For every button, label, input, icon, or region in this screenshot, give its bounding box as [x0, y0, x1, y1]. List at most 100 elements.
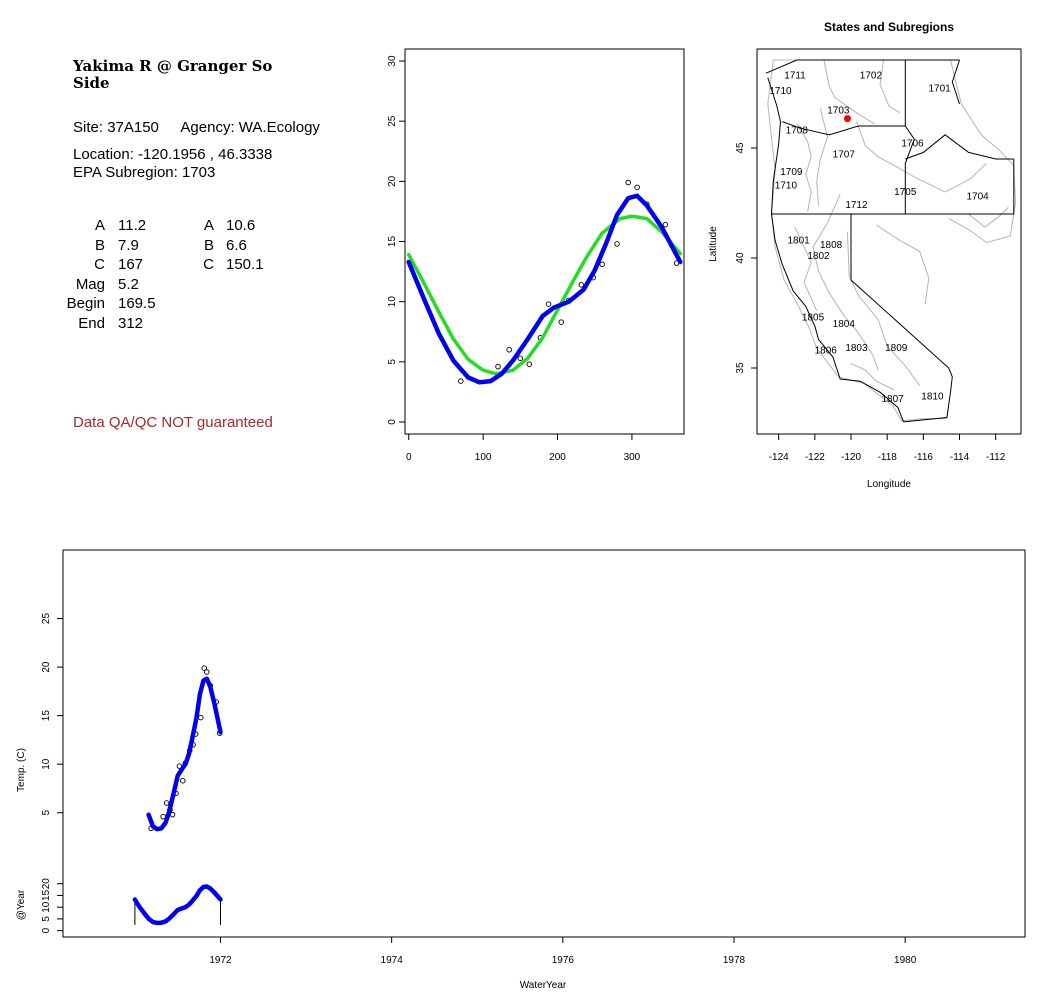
seasonal-blue-fit-line [406, 193, 683, 385]
seasonal-x-tick-label: 0 [406, 452, 412, 463]
ts-x-axis-label: WaterYear [520, 980, 567, 991]
param-value: 169.5 [118, 295, 156, 312]
site-line: Site: 37A150 Agency: WA.Ecology [73, 119, 320, 137]
site-label: Site: [73, 119, 104, 136]
subregion-label: 1710 [769, 86, 792, 97]
param-label: A [203, 217, 214, 234]
seasonal-plot-frame [404, 48, 685, 435]
map-x-tick-label: -118 [878, 452, 898, 463]
seasonal-y-tick-label: 15 [387, 236, 398, 248]
seasonal-plot: 0 100 200 300 0 5 10 15 20 25 30 [387, 48, 685, 463]
seasonal-y-tick-label: 0 [387, 419, 398, 425]
subregion-boundary [879, 59, 901, 114]
ts-data-point [204, 669, 210, 675]
param-label: C [203, 256, 214, 273]
subregion-label: 1807 [881, 394, 904, 405]
subregion-label: 1703 [827, 106, 850, 117]
station-title-line1: Yakima R @ Granger So [73, 57, 273, 75]
timeseries-plot: WaterYear Temp. (C) @Year 1972 1974 1976 19… [16, 549, 1026, 991]
ts-x-tick-label: 1972 [209, 955, 232, 966]
seasonal-data-point [578, 282, 585, 288]
subregion-label: 1708 [786, 125, 809, 136]
subregion-boundary [876, 224, 930, 305]
location-label: Location: [73, 146, 134, 163]
site-value: 37A150 [107, 119, 159, 136]
subregion-label: 1801 [787, 235, 810, 246]
state-boundary [771, 159, 1015, 215]
subregion-boundary [846, 231, 921, 386]
map-x-tick-label: -112 [986, 452, 1006, 463]
seasonal-data-point [517, 355, 524, 361]
year-strip-y-tick-label: 20 [41, 878, 52, 890]
ts-y-tick-label: 15 [41, 710, 52, 722]
seasonal-x-tick-label: 300 [624, 452, 641, 463]
param-label: B [94, 236, 105, 254]
seasonal-y-tick-label: 30 [387, 55, 398, 67]
param-value: 167 [118, 256, 144, 273]
state-boundary [765, 59, 960, 74]
param-value: 10.6 [226, 217, 256, 234]
subregion-label: 1712 [845, 200, 868, 211]
state-boundary [904, 60, 915, 214]
subregion-label: 1706 [901, 139, 924, 150]
seasonal-data-point [634, 184, 640, 191]
ts-x-tick-label: 1976 [552, 955, 575, 966]
subregion-label: 1808 [820, 240, 843, 251]
seasonal-data-point [545, 301, 552, 307]
year-strip-y-tick-label: 0 [41, 927, 52, 933]
year-strip-y-tick-label: 15 [41, 889, 52, 901]
param-label: End [78, 314, 105, 332]
map-title: States and Subregions [824, 20, 954, 34]
param-label: C [94, 256, 105, 273]
map-y-tick-label: 40 [735, 252, 746, 264]
seasonal-data-point [599, 261, 605, 268]
subregion-label: 1804 [833, 319, 856, 330]
seasonal-x-tick-label: 100 [475, 452, 492, 463]
subregion-value: 1703 [181, 164, 216, 181]
map-x-tick-label: -122 [805, 452, 825, 463]
station-title-line2: Side [73, 74, 110, 92]
agency-value: WA.Ecology [238, 119, 320, 136]
subregion-label: 1802 [807, 251, 830, 262]
site-location-marker [843, 115, 851, 123]
ts-data-point [198, 714, 204, 721]
seasonal-y-tick-label: 20 [387, 175, 398, 187]
state-boundary [951, 59, 960, 105]
subregion-label: 1711 [784, 70, 806, 81]
ts-plot-frame [62, 549, 1026, 938]
year-strip-y-tick-label: 10 [41, 901, 52, 913]
location-line: Location: -120.1956 , 46.3338 [73, 146, 272, 164]
subregion-label: 1803 [845, 343, 868, 354]
ts-x-tick-label: 1980 [894, 955, 917, 966]
seasonal-y-tick-label: 10 [387, 296, 398, 308]
seasonal-data-point [614, 241, 620, 247]
param-value: 312 [118, 314, 144, 332]
subregion-boundary [850, 363, 895, 391]
seasonal-green-fit-line [406, 214, 683, 376]
param-value: 5.2 [118, 275, 139, 293]
seasonal-data-point [625, 179, 631, 186]
subregion-label: 1805 [802, 312, 825, 323]
seasonal-data-point [662, 221, 669, 228]
seasonal-data-point [506, 347, 512, 353]
param-value: 150.1 [226, 256, 264, 273]
subregion-label: 1702 [860, 70, 883, 81]
seasonal-data-point [495, 363, 501, 370]
seasonal-data-point [558, 319, 564, 325]
year-strip-blue-line [132, 884, 223, 926]
station-title: Yakima R @ Granger So Side [73, 58, 303, 92]
map-frame [756, 48, 1022, 435]
map-x-tick-label: -124 [769, 452, 789, 463]
ts-x-tick-label: 1974 [381, 955, 404, 966]
subregion-label: 1710 [775, 180, 798, 191]
subregion-boundary [968, 207, 1009, 228]
state-boundary [767, 77, 904, 423]
ts-y-tick-label: 5 [41, 810, 52, 816]
seasonal-x-tick-label: 200 [549, 452, 566, 463]
param-label: A [94, 217, 105, 234]
subregion-boundary [948, 59, 1017, 244]
subregion-label: EPA Subregion: [73, 164, 178, 181]
ts-y-tick-label: 20 [41, 661, 52, 673]
subregion-map: States and Subregions Longitude Latitude… [708, 20, 1022, 490]
